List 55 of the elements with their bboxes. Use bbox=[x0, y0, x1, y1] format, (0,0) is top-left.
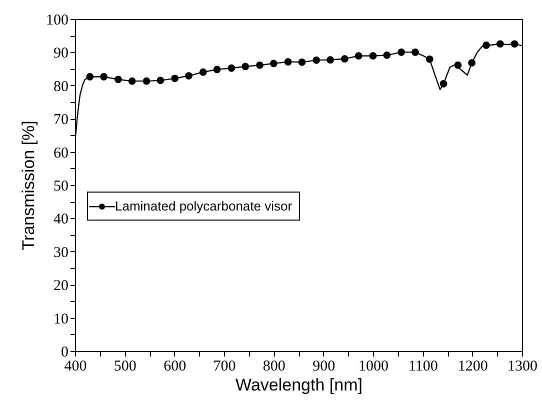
point bbox=[228, 64, 236, 72]
x-tick-label: 700 bbox=[213, 358, 236, 374]
y-tick-label: 90 bbox=[54, 46, 68, 62]
y-axis-title: Transmission [%] bbox=[19, 120, 38, 250]
point bbox=[142, 77, 150, 85]
y-tick-label: 100 bbox=[46, 12, 68, 28]
point bbox=[185, 72, 192, 80]
point bbox=[312, 56, 320, 64]
x-tick-label: 1300 bbox=[508, 358, 538, 374]
x-tick-label: 1200 bbox=[458, 358, 488, 374]
point bbox=[284, 58, 292, 66]
y-tick-label: 0 bbox=[61, 344, 68, 360]
point bbox=[482, 42, 490, 49]
point bbox=[156, 76, 164, 84]
y-tick-label: 60 bbox=[54, 145, 68, 162]
y-tick-label: 70 bbox=[54, 112, 68, 128]
point bbox=[369, 52, 377, 60]
point bbox=[242, 62, 250, 70]
x-tick-label: 1000 bbox=[358, 358, 388, 374]
point bbox=[199, 68, 207, 76]
x-tick-label: 1100 bbox=[408, 358, 438, 374]
point bbox=[510, 40, 518, 48]
x-tick-label: 900 bbox=[312, 358, 336, 374]
point bbox=[383, 51, 391, 59]
point bbox=[340, 55, 348, 63]
x-axis-title: Wavelength [nm] bbox=[236, 376, 362, 394]
point bbox=[213, 66, 221, 74]
y-tick-label: 80 bbox=[54, 78, 68, 95]
x-tick-label: 500 bbox=[114, 358, 136, 374]
point bbox=[468, 59, 476, 67]
y-tick-label: 30 bbox=[54, 244, 68, 261]
legend-label: Laminated polycarbonate visor bbox=[115, 198, 293, 214]
x-tick-label: 800 bbox=[262, 358, 286, 374]
point bbox=[412, 48, 419, 56]
y-tick-label: 40 bbox=[54, 212, 68, 228]
point bbox=[171, 74, 179, 82]
point bbox=[270, 60, 278, 68]
point bbox=[354, 52, 362, 60]
point bbox=[426, 55, 434, 63]
point bbox=[298, 58, 306, 66]
point bbox=[326, 56, 334, 64]
y-tick-label: 10 bbox=[54, 311, 68, 328]
point bbox=[454, 61, 462, 69]
point bbox=[114, 76, 122, 84]
point bbox=[128, 77, 136, 85]
point bbox=[398, 48, 406, 56]
x-tick-label: 400 bbox=[64, 358, 87, 374]
point bbox=[256, 61, 264, 69]
x-tick-label: 600 bbox=[164, 358, 186, 374]
point bbox=[100, 73, 108, 80]
point bbox=[86, 73, 94, 80]
point bbox=[440, 80, 448, 88]
point bbox=[496, 40, 504, 48]
y-tick-label: 20 bbox=[54, 278, 68, 294]
y-tick-label: 50 bbox=[54, 178, 68, 194]
